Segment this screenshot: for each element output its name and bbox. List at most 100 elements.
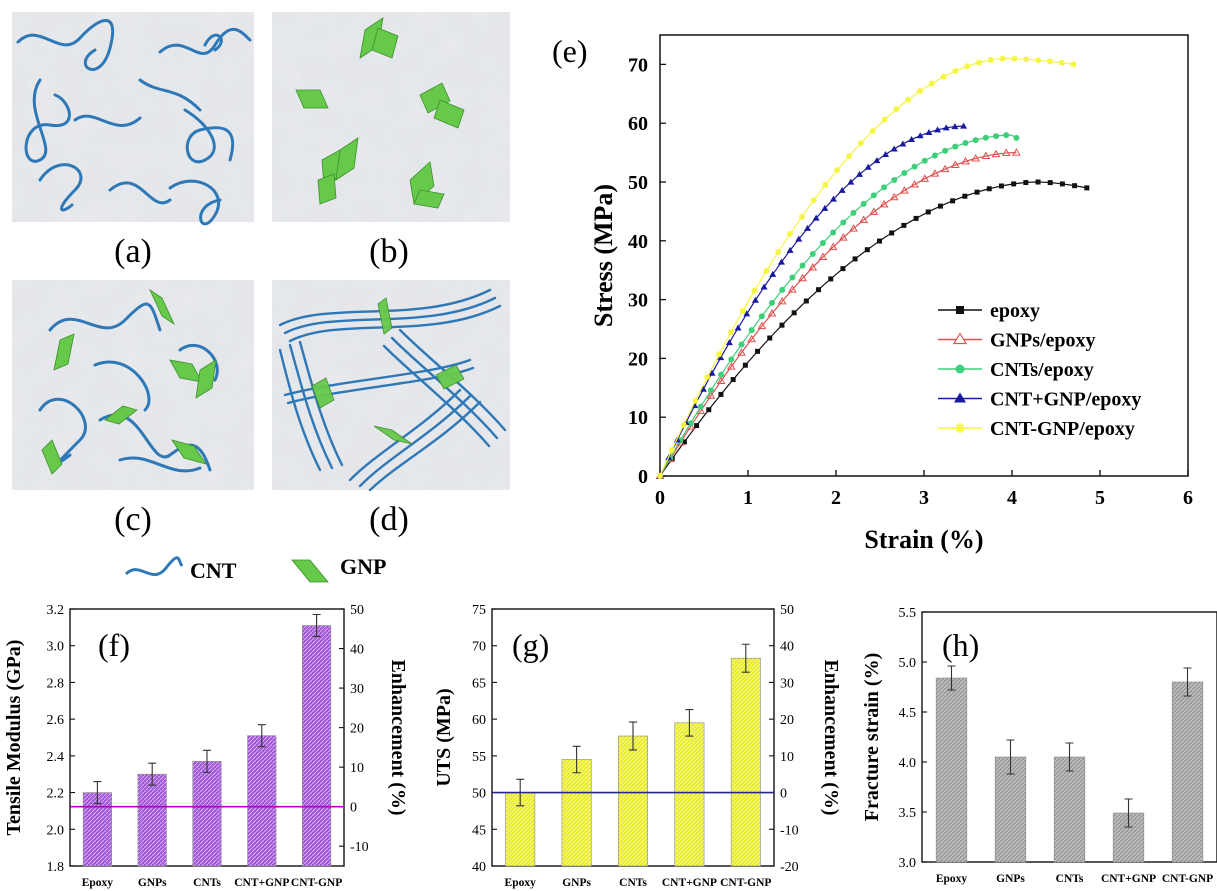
data-point xyxy=(993,133,1000,140)
data-point xyxy=(680,422,687,429)
gnp-legend-label: GNP xyxy=(340,554,386,579)
y-tick-label: 4.5 xyxy=(899,706,917,721)
x-tick-label: 5 xyxy=(1095,487,1105,509)
data-point xyxy=(893,106,900,113)
data-point xyxy=(870,192,877,199)
error-bar xyxy=(629,721,637,751)
data-point xyxy=(760,283,768,290)
data-point xyxy=(751,287,758,294)
data-point xyxy=(928,80,935,87)
data-point xyxy=(1011,181,1017,187)
y-tick-label: 2.2 xyxy=(47,787,65,802)
y2-tick-label: 50 xyxy=(780,603,794,618)
y-tick-label: 3.0 xyxy=(47,640,65,655)
bar-cnt-gnp xyxy=(674,722,705,867)
data-point xyxy=(846,153,853,160)
data-point xyxy=(869,207,879,215)
data-point xyxy=(1023,56,1030,63)
y-axis-title: Fracture strain (%) xyxy=(861,653,883,821)
data-point xyxy=(982,134,989,141)
y-tick-label: 1.8 xyxy=(47,860,65,875)
y-tick-label: 2.6 xyxy=(47,713,65,728)
y2-tick-label: 0 xyxy=(350,801,357,816)
y-tick-label: 0 xyxy=(638,466,648,488)
error-bar xyxy=(741,643,750,673)
y-tick-label: 70 xyxy=(472,640,486,655)
legend-marker xyxy=(956,306,964,314)
panel-label: (h) xyxy=(942,627,979,663)
schematic-label-a: (a) xyxy=(114,233,152,270)
error-bar xyxy=(93,781,102,805)
data-point xyxy=(777,258,785,265)
x-tick-label: CNT-GNP xyxy=(1162,873,1213,885)
y-tick-label: 65 xyxy=(472,676,486,691)
data-point xyxy=(910,179,919,188)
data-point xyxy=(838,186,846,193)
bar-epoxy xyxy=(935,677,968,863)
y-tick-label: 5.5 xyxy=(899,606,917,621)
data-point xyxy=(889,192,899,201)
bar-cnts xyxy=(1053,756,1086,863)
data-point xyxy=(987,57,994,64)
data-point xyxy=(725,339,733,346)
data-point xyxy=(818,252,828,261)
y2-tick-label: 20 xyxy=(780,713,794,728)
legend-label: GNPs/epoxy xyxy=(990,330,1096,352)
bar-gnps xyxy=(137,773,167,867)
y-tick-label: 40 xyxy=(628,231,648,253)
legend-marker xyxy=(952,332,968,345)
data-point xyxy=(1072,183,1078,189)
data-point xyxy=(726,362,736,370)
data-point xyxy=(697,403,704,410)
data-point xyxy=(777,296,787,305)
data-point xyxy=(1035,57,1042,64)
data-point xyxy=(1023,180,1029,186)
data-point xyxy=(899,140,907,147)
data-point xyxy=(847,178,855,185)
data-point xyxy=(879,199,889,208)
data-point xyxy=(850,209,857,216)
data-point xyxy=(1047,180,1053,186)
data-point xyxy=(890,145,898,152)
data-point xyxy=(812,214,820,221)
legend-label: CNTs/epoxy xyxy=(990,359,1094,381)
y2-tick-label: 0 xyxy=(780,787,787,802)
error-bar xyxy=(1065,742,1074,772)
data-point xyxy=(860,200,867,207)
data-point xyxy=(692,397,699,404)
data-point xyxy=(856,170,864,177)
data-point xyxy=(882,151,890,158)
data-point xyxy=(916,88,923,95)
data-point xyxy=(1046,58,1053,65)
data-point xyxy=(786,246,794,253)
data-point xyxy=(829,195,837,202)
data-point xyxy=(881,116,888,123)
data-point xyxy=(767,309,777,317)
series-line xyxy=(659,125,964,477)
data-point xyxy=(852,256,858,262)
data-point xyxy=(873,157,881,164)
legend-marker xyxy=(955,364,965,374)
data-point xyxy=(930,169,940,177)
data-point xyxy=(755,348,761,354)
x-tick-label: 6 xyxy=(1183,487,1193,509)
data-point xyxy=(1084,185,1090,191)
data-point xyxy=(925,209,931,215)
data-point xyxy=(657,473,663,479)
y-tick-label: 3.0 xyxy=(899,856,917,871)
data-point xyxy=(830,229,837,236)
data-point xyxy=(950,160,960,168)
data-point xyxy=(743,310,751,317)
x-tick-label: 1 xyxy=(743,487,753,509)
x-tick-label: CNTs xyxy=(1056,873,1084,885)
data-point xyxy=(911,163,918,170)
data-point xyxy=(857,140,864,147)
y-tick-label: 30 xyxy=(628,290,648,312)
y2-tick-label: 20 xyxy=(350,722,364,737)
data-point xyxy=(940,164,950,173)
legend: epoxy GNPs/epoxy CNTs/epoxy CNT+GNP/epoxy CN… xyxy=(938,300,1141,440)
cnt-legend-icon xyxy=(124,556,184,576)
x-tick-label: GNPs xyxy=(138,877,167,889)
data-point xyxy=(950,198,956,204)
y2-tick-label: 30 xyxy=(780,676,794,691)
